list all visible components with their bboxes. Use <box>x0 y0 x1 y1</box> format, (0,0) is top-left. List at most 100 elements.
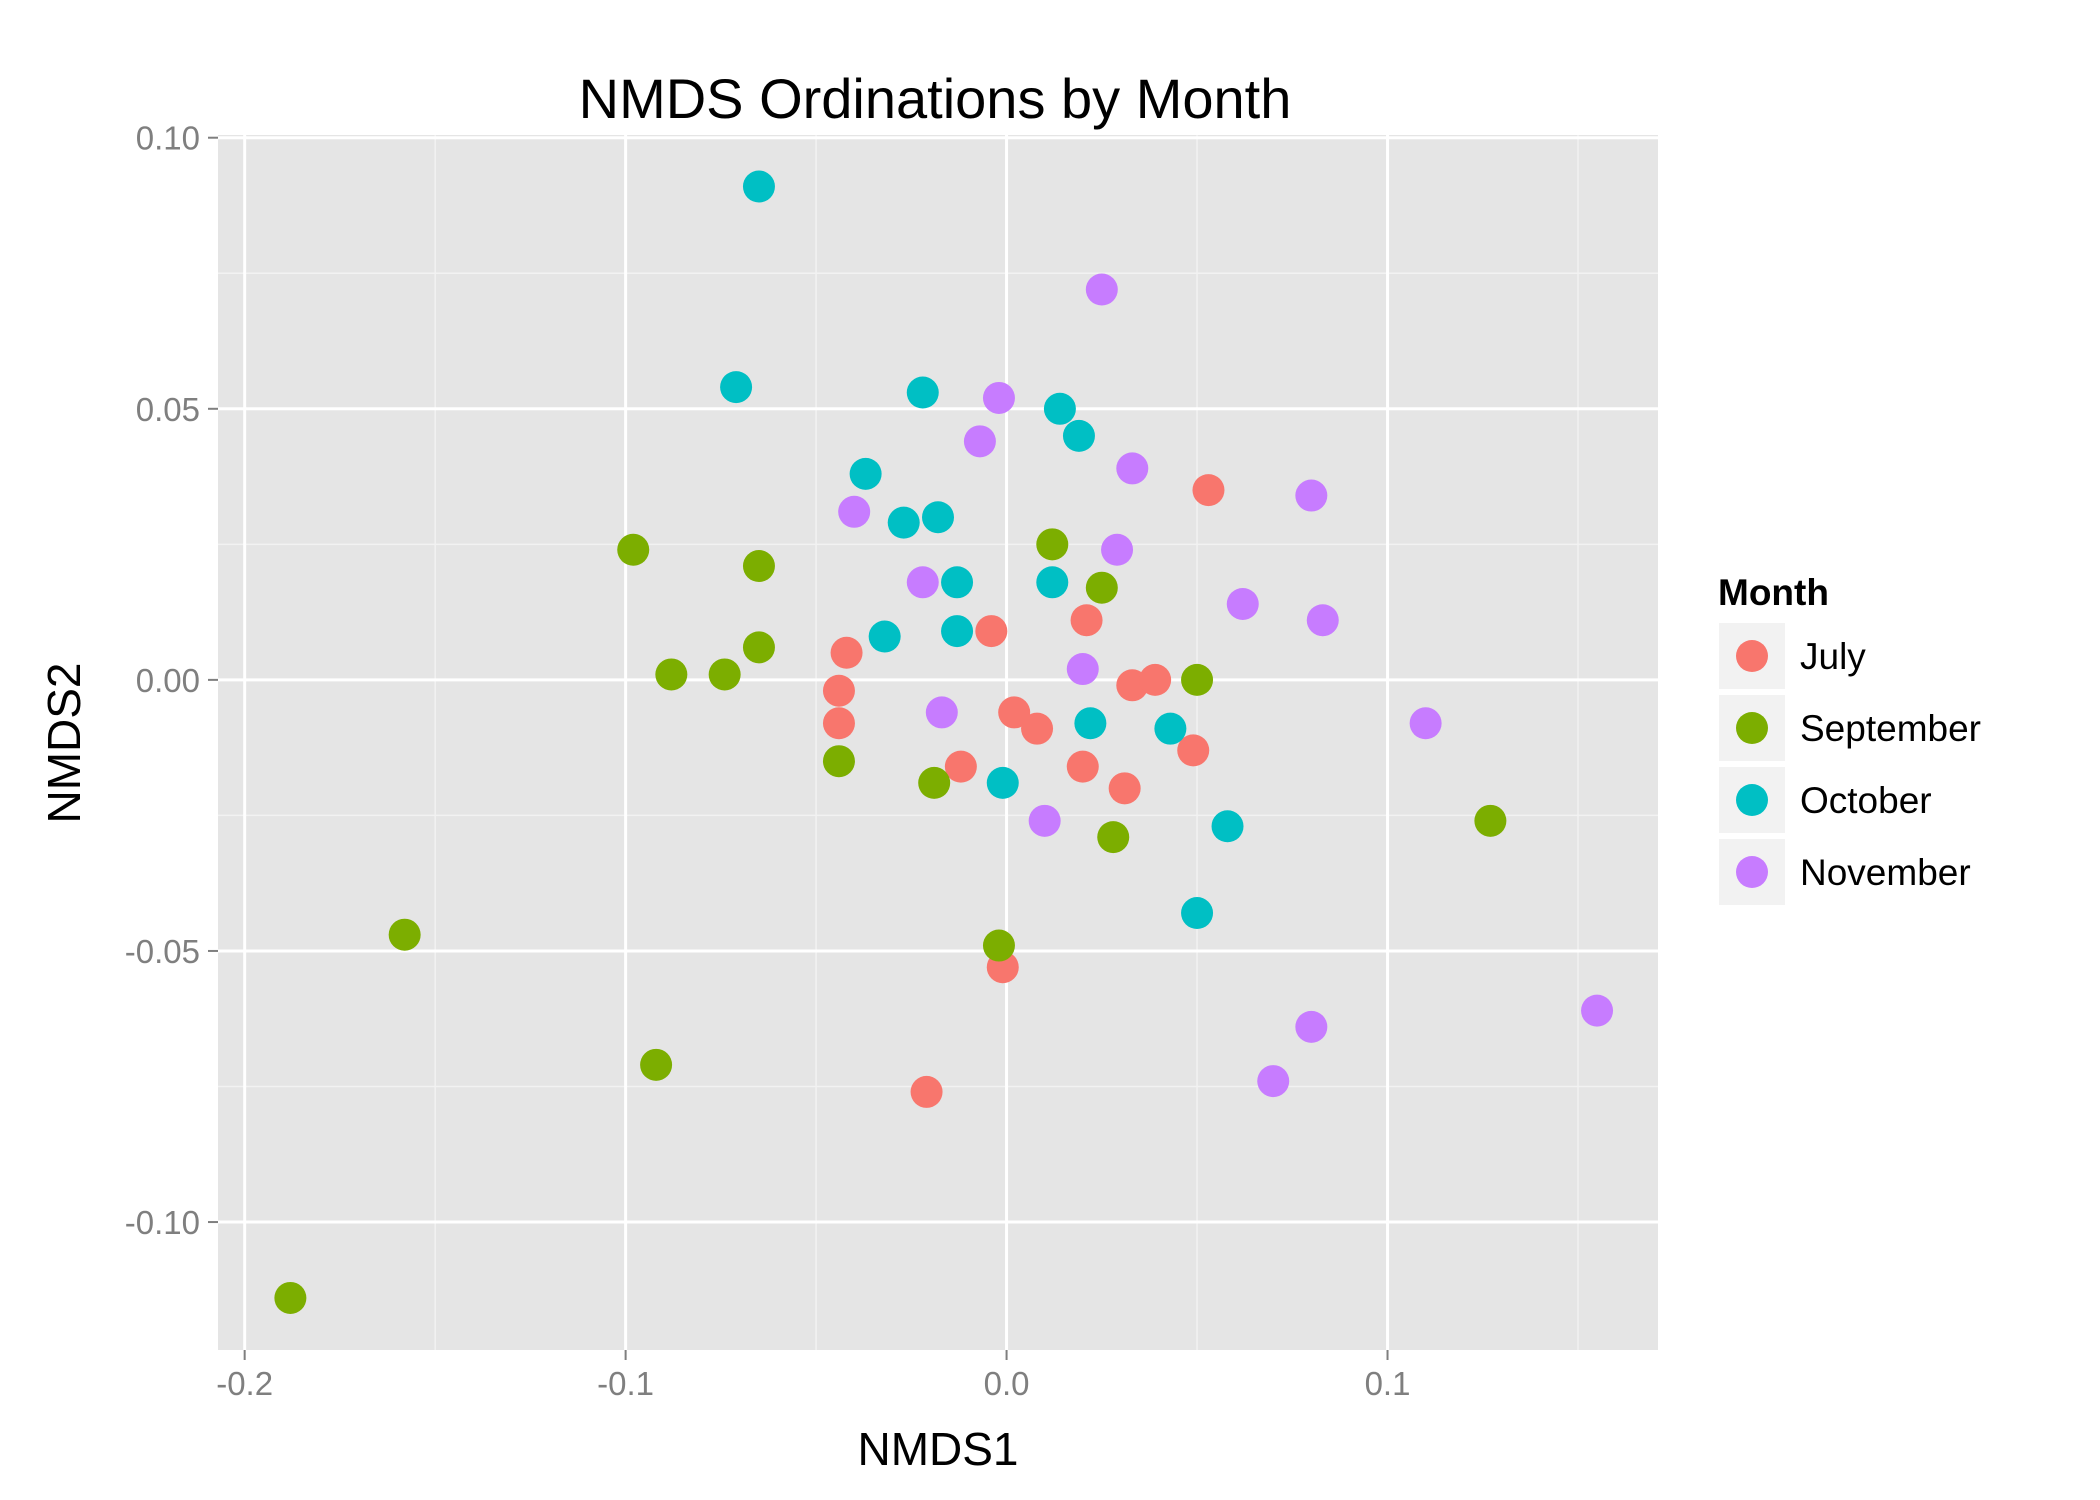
y-tick-label: 0.10 <box>136 120 200 157</box>
point-november <box>1116 452 1149 485</box>
point-october <box>1181 897 1214 930</box>
point-july <box>1021 712 1054 745</box>
point-november <box>906 566 939 599</box>
point-september <box>982 929 1015 962</box>
series-october <box>720 170 1244 930</box>
point-september <box>1036 528 1069 561</box>
point-september <box>1085 571 1118 604</box>
point-july <box>1177 734 1210 767</box>
series-september <box>274 528 1507 1314</box>
legend-label: October <box>1800 780 1932 821</box>
point-july <box>830 636 863 669</box>
data-points <box>274 170 1614 1314</box>
point-october <box>1154 712 1187 745</box>
point-september <box>1097 821 1130 854</box>
legend-item-september: September <box>1717 693 1981 763</box>
x-tick-label: 0.0 <box>984 1365 1030 1402</box>
grid-lines <box>218 135 1658 1350</box>
point-november <box>1226 587 1259 620</box>
legend-label: July <box>1800 636 1866 677</box>
point-november <box>1581 994 1614 1027</box>
legend-label: November <box>1800 852 1971 893</box>
point-october <box>941 615 974 648</box>
point-july <box>1066 750 1099 783</box>
point-september <box>640 1048 673 1081</box>
point-november <box>1028 804 1061 837</box>
point-october <box>868 620 901 653</box>
point-july <box>975 615 1008 648</box>
point-october <box>1036 566 1069 599</box>
plot-panel <box>218 135 1658 1350</box>
point-october <box>1043 392 1076 425</box>
series-november <box>838 273 1614 1098</box>
point-october <box>887 506 920 539</box>
y-tick-label: -0.05 <box>125 933 200 970</box>
point-october <box>1211 810 1244 843</box>
legend-title: Month <box>1718 572 1829 613</box>
point-september <box>1474 804 1507 837</box>
point-july <box>822 674 855 707</box>
y-axis: 0.10 0.05 0.00 -0.05 -0.10 <box>125 120 218 1241</box>
point-july <box>822 707 855 740</box>
legend-item-november: November <box>1717 837 1971 907</box>
legend-key-dot <box>1736 640 1768 672</box>
chart-title: NMDS Ordinations by Month <box>579 67 1292 130</box>
point-july <box>1192 474 1225 507</box>
x-tick-label: -0.1 <box>597 1365 654 1402</box>
point-november <box>1409 707 1442 740</box>
legend-label: September <box>1800 708 1981 749</box>
point-july <box>910 1075 943 1108</box>
point-september <box>708 658 741 691</box>
y-tick-label: -0.10 <box>125 1204 200 1241</box>
x-axis-title: NMDS1 <box>857 1423 1018 1475</box>
point-november <box>1101 533 1134 566</box>
point-september <box>655 658 688 691</box>
y-axis-title: NMDS2 <box>38 662 90 823</box>
point-september <box>1181 663 1214 696</box>
legend: Month July September October November <box>1717 572 1981 907</box>
point-october <box>941 566 974 599</box>
point-october <box>906 376 939 409</box>
legend-item-july: July <box>1717 621 1866 691</box>
y-tick-label: 0.05 <box>136 391 200 428</box>
point-november <box>925 696 958 729</box>
point-september <box>274 1281 307 1314</box>
point-september <box>822 745 855 778</box>
point-october <box>922 501 954 534</box>
series-july <box>822 474 1225 1108</box>
legend-key-dot <box>1736 784 1768 816</box>
point-november <box>1295 479 1328 512</box>
point-october <box>1074 707 1107 740</box>
point-november <box>982 381 1015 414</box>
point-july <box>1070 604 1103 637</box>
point-october <box>720 371 753 404</box>
x-axis: -0.2 -0.1 0.0 0.1 <box>216 1350 1410 1402</box>
point-november <box>1085 273 1118 306</box>
point-november <box>838 495 871 528</box>
legend-key-dot <box>1736 856 1768 888</box>
point-october <box>742 170 775 203</box>
point-november <box>1066 653 1099 686</box>
point-september <box>617 533 650 566</box>
point-november <box>1306 604 1339 637</box>
point-july <box>1139 663 1172 696</box>
x-tick-label: 0.1 <box>1365 1365 1411 1402</box>
point-november <box>1257 1065 1290 1098</box>
point-july <box>944 750 977 783</box>
point-september <box>742 550 775 583</box>
point-october <box>1062 419 1095 452</box>
point-september <box>388 918 421 951</box>
point-september <box>742 631 775 664</box>
point-july <box>998 696 1031 729</box>
legend-item-october: October <box>1717 765 1932 835</box>
legend-key-dot <box>1736 712 1768 744</box>
point-september <box>918 766 951 799</box>
x-tick-label: -0.2 <box>216 1365 273 1402</box>
point-october <box>849 457 882 490</box>
y-tick-label: 0.00 <box>136 662 200 699</box>
point-november <box>1295 1010 1328 1043</box>
point-november <box>963 425 996 458</box>
point-october <box>986 766 1019 799</box>
point-july <box>1108 772 1141 805</box>
